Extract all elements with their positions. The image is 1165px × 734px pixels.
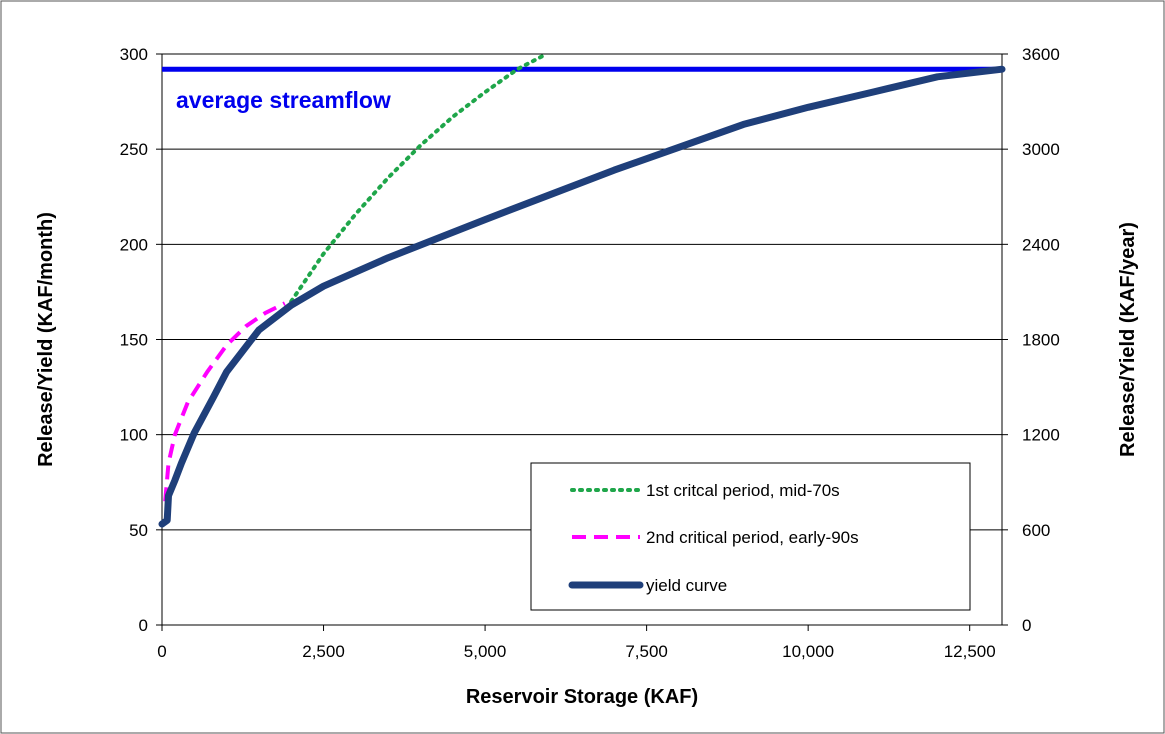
first-critical-period-line <box>289 52 549 304</box>
second-critical-period-line <box>163 301 286 502</box>
x-tick-label-5: 12,500 <box>944 642 996 661</box>
y-tick-label-0: 0 <box>139 616 148 635</box>
series-lines <box>158 52 1006 528</box>
y2-tick-label-0: 0 <box>1022 616 1031 635</box>
y2-tick-label-1: 600 <box>1022 521 1050 540</box>
axes <box>156 53 1008 631</box>
y2-tick-label-2: 1200 <box>1022 426 1060 445</box>
y-axis-title-left: Release/Yield (KAF/month) <box>35 212 57 467</box>
x-tick-label-0: 0 <box>157 642 166 661</box>
y2-tick-label-5: 3000 <box>1022 140 1060 159</box>
legend-label-first-critical: 1st critcal period, mid-70s <box>646 481 840 500</box>
legend: 1st critcal period, mid-70s 2nd critical… <box>530 462 971 611</box>
y-tick-label-3: 150 <box>120 331 148 350</box>
tick-labels: 0501001502002503000600120018002400300036… <box>120 45 1060 661</box>
y2-tick-label-4: 2400 <box>1022 235 1060 254</box>
x-axis-title: Reservoir Storage (KAF) <box>466 686 698 708</box>
legend-label-yield-curve: yield curve <box>646 576 727 595</box>
y-axis-title-right: Release/Yield (KAF/year) <box>1117 222 1139 457</box>
y-tick-label-6: 300 <box>120 45 148 64</box>
average-streamflow-annotation: average streamflow <box>176 87 391 113</box>
legend-label-second-critical: 2nd critical period, early-90s <box>646 528 859 547</box>
y-tick-label-4: 200 <box>120 235 148 254</box>
x-tick-label-1: 2,500 <box>302 642 345 661</box>
x-tick-label-2: 5,000 <box>464 642 507 661</box>
y2-tick-label-3: 1800 <box>1022 331 1060 350</box>
y2-tick-label-6: 3600 <box>1022 45 1060 64</box>
y-tick-label-5: 250 <box>120 140 148 159</box>
yield-curve-line <box>158 65 1006 528</box>
y-tick-label-2: 100 <box>120 426 148 445</box>
y-tick-label-1: 50 <box>129 521 148 540</box>
x-tick-label-4: 10,000 <box>782 642 834 661</box>
x-tick-label-3: 7,500 <box>625 642 668 661</box>
